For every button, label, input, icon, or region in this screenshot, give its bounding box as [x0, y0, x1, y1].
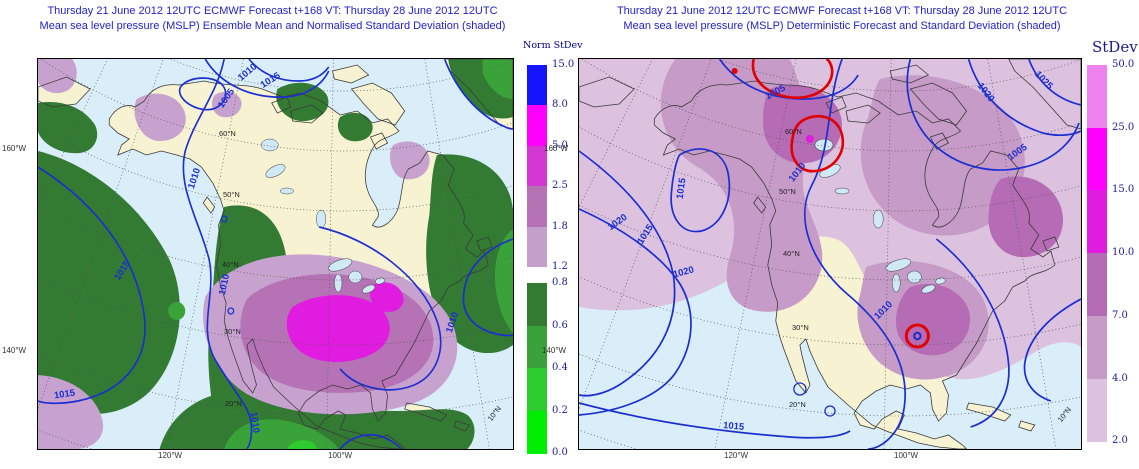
left-map-svg — [38, 59, 513, 449]
axis-label: 120°W — [158, 451, 183, 460]
colorbar-block — [1087, 190, 1107, 254]
colorbar-tick-label: 15.0 — [1112, 184, 1135, 196]
right-title-line2: Mean sea level pressure (MSLP) Determini… — [623, 20, 1061, 32]
colorbar-tick-label: 0.8 — [552, 277, 568, 288]
colorbar-block — [1087, 378, 1107, 442]
colorbar-tick-label: 2.5 — [552, 180, 568, 192]
colorbar-block — [527, 226, 547, 268]
colorbar-block — [527, 145, 547, 187]
colorbar-block — [527, 65, 547, 106]
right-map-deterministic: 1005 1005 1010 1010 1015 1015 1015 1020 1020 1020… — [578, 58, 1082, 450]
colorbar-block — [527, 325, 547, 369]
right-panel-title: Thursday 21 June 2012 12UTC ECMWF Foreca… — [572, 4, 1112, 34]
left-colorbar-title: Norm StDev — [523, 40, 583, 51]
colorbar-block — [527, 105, 547, 147]
right-colorbar-title: StDev — [1092, 38, 1138, 56]
axis-label: 140°W — [542, 346, 567, 355]
colorbar-block — [527, 186, 547, 228]
axis-label: 100°W — [328, 451, 353, 460]
colorbar-tick-label: 5.0 — [552, 139, 568, 151]
colorbar-tick-label: 50.0 — [1112, 59, 1135, 70]
colorbar-tick-label: 15.0 — [552, 59, 575, 70]
right-shading-stdev — [579, 59, 1081, 449]
colorbar-tick-label: 4.0 — [1112, 372, 1128, 384]
left-title-line1: Thursday 21 June 2012 12UTC ECMWF Foreca… — [47, 5, 498, 17]
right-map-svg — [579, 59, 1081, 449]
contours-red — [731, 59, 930, 349]
colorbar-tick-label: 7.0 — [1112, 309, 1128, 321]
colorbar-tick-label: 0.0 — [552, 447, 568, 458]
axis-label: 160°W — [544, 144, 569, 153]
mslp-contours-blue — [579, 59, 1081, 449]
tropical-cyclone-ring — [904, 323, 930, 349]
colorbar-tick-label: 0.4 — [552, 362, 568, 373]
axis-label: 100°W — [894, 451, 919, 460]
colorbar-block — [527, 368, 547, 411]
left-map-ensemble-mean: 1015 1015 1010 1010 1005 1010 1015 1010 1010 60°N… — [37, 58, 514, 450]
colorbar-tick-label: 0.2 — [552, 404, 568, 416]
right-title-line1: Thursday 21 June 2012 12UTC ECMWF Foreca… — [616, 5, 1068, 17]
colorbar-tick-label: 1.8 — [552, 220, 568, 232]
colorbar-tick-label: 8.0 — [552, 99, 568, 111]
colorbar-block — [1087, 253, 1107, 317]
colorbar-block — [527, 410, 547, 454]
colorbar-tick-label: 10.0 — [1112, 247, 1135, 259]
colorbar-block — [1087, 127, 1107, 191]
colorbar-tick-label: 1.2 — [552, 261, 568, 272]
colorbar-block — [1087, 315, 1107, 379]
left-panel-title: Thursday 21 June 2012 12UTC ECMWF Foreca… — [0, 4, 545, 34]
colorbar-block — [1087, 65, 1107, 129]
colorbar-tick-label: 0.6 — [552, 319, 568, 331]
colorbar-block — [527, 283, 547, 326]
axis-label: 140°W — [2, 346, 27, 355]
axis-label: 160°W — [2, 144, 27, 153]
left-title-line2: Mean sea level pressure (MSLP) Ensemble … — [39, 20, 506, 32]
mslp-contours-blue — [38, 59, 513, 449]
axis-label: 120°W — [724, 451, 749, 460]
colorbar-tick-label: 25.0 — [1112, 121, 1135, 133]
colorbar-tick-label: 2.0 — [1112, 435, 1128, 447]
